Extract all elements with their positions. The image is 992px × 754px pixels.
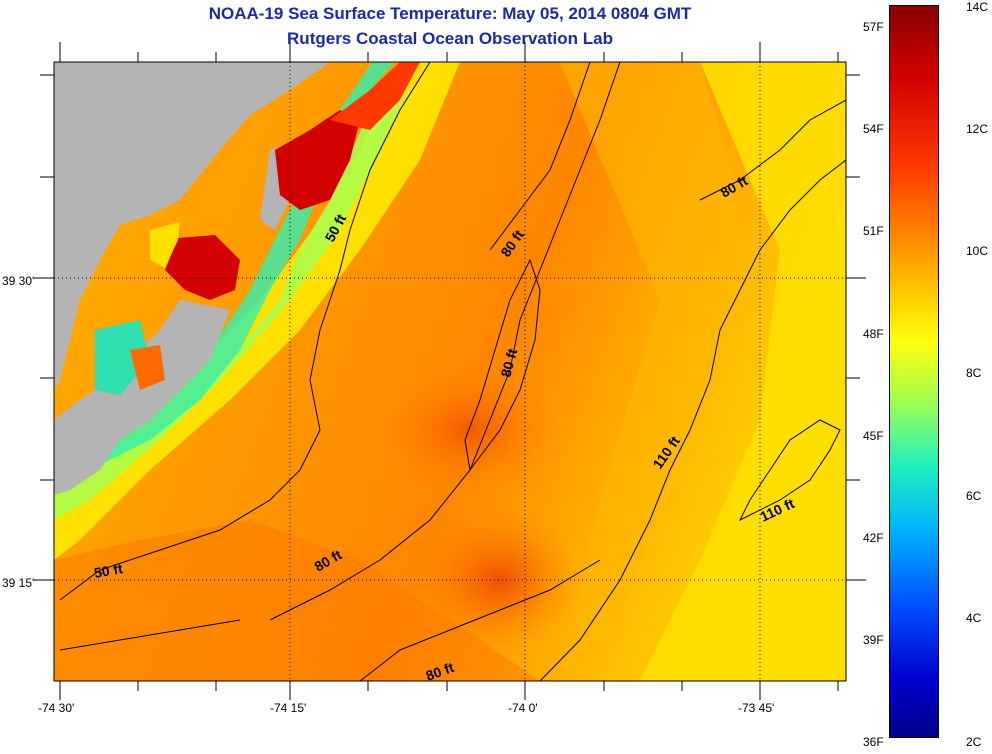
contour-80ft-north <box>489 62 591 251</box>
x-tick-label: -74 30' <box>38 701 74 715</box>
y-tick-label: 39 15' <box>2 576 34 590</box>
colorbar-f-label: 36F <box>863 735 884 749</box>
warm-core-south <box>420 510 580 650</box>
x-tick-label: -73 45' <box>738 701 774 715</box>
graticule <box>54 62 846 681</box>
bay-warm-water-north <box>330 62 420 130</box>
contour-80ft-south <box>359 559 601 681</box>
bay-hot-water-north <box>275 110 360 210</box>
colorbar-f-label: 45F <box>863 429 884 443</box>
colorbar-f-label: 54F <box>863 122 884 136</box>
colorbar-f-label: 48F <box>863 327 884 341</box>
isobath-contours <box>59 62 846 681</box>
contour-label: 50 ft <box>93 560 124 581</box>
map-frame <box>53 61 847 682</box>
colorbar-c-label: 4C <box>966 611 982 625</box>
land-coast-south <box>54 300 230 495</box>
bay-cool-patch <box>95 320 150 395</box>
contour-80ft-west <box>269 62 621 621</box>
contour-label: 80 ft <box>497 347 520 379</box>
map-subtitle: Rutgers Coastal Ocean Observation Lab <box>287 29 613 48</box>
bay-yellow-patch <box>150 222 180 268</box>
bay-hot-water-south <box>165 235 240 300</box>
colorbar-c-label: 14C <box>966 0 989 14</box>
map-title: NOAA-19 Sea Surface Temperature: May 05,… <box>208 4 692 23</box>
cool-eastern-water <box>640 62 846 681</box>
southwest-warm-water <box>54 520 540 681</box>
bay-warm-patch <box>130 345 165 390</box>
colorbar-f-label: 51F <box>863 224 884 238</box>
contour-110ft-west <box>539 159 846 681</box>
x-tick-label: -74 15' <box>270 701 306 715</box>
y-tick-label: 39 30' <box>2 274 34 288</box>
x-tick-label: -74 0' <box>508 701 538 715</box>
warm-core-central <box>380 370 560 490</box>
contour-80ft-ridge <box>464 258 541 472</box>
mid-shelf-water <box>560 62 740 681</box>
contour-110ft-east <box>738 419 841 522</box>
colorbar-c-label: 2C <box>966 735 982 749</box>
tick-marks <box>34 42 866 700</box>
colorbar-f-label: 57F <box>863 20 884 34</box>
colorbar-c-label: 6C <box>966 489 982 503</box>
contour-80ft-east <box>699 99 846 201</box>
map-plot-area: 50 ft 80 ft 80 ft 80 ft 110 ft 110 ft 50… <box>54 62 846 681</box>
contour-shallow-south <box>59 619 241 651</box>
colorbar-c-label: 10C <box>966 244 989 258</box>
land-coast-north <box>54 62 330 390</box>
temperature-colorbar <box>889 5 939 738</box>
colorbar-c-label: 8C <box>966 366 982 380</box>
colorbar-f-label: 42F <box>863 531 884 545</box>
colorbar-c-label: 12C <box>966 122 989 136</box>
contour-50ft <box>59 62 431 601</box>
colorbar-f-label: 39F <box>863 633 884 647</box>
